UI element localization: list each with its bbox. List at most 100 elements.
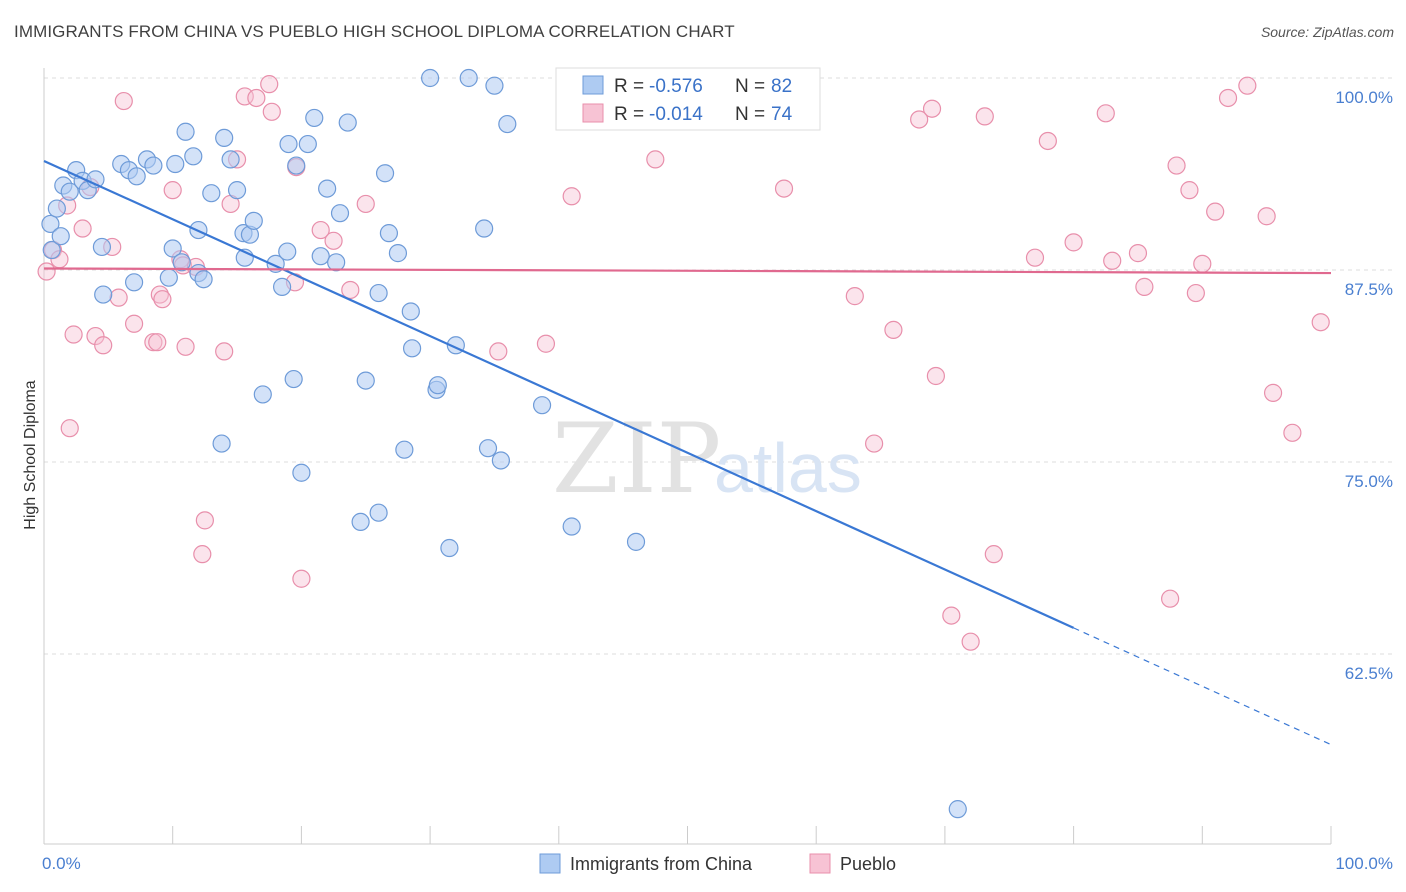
pueblo-point — [536, 334, 556, 353]
y-tick-label: 87.5% — [1345, 280, 1393, 299]
china-point — [311, 247, 330, 266]
china-point — [127, 167, 146, 186]
china-point — [284, 369, 303, 389]
legend-r-label-pueblo: R = — [614, 104, 644, 125]
pueblo-point — [292, 569, 311, 588]
pueblo-point — [910, 110, 929, 129]
china-point — [485, 76, 504, 95]
pueblo-point — [109, 288, 128, 307]
y-axis-label: High School Diploma — [22, 380, 39, 530]
pueblo-point — [1096, 104, 1115, 123]
pueblo-point — [1064, 233, 1083, 252]
pueblo-point — [163, 181, 182, 200]
pueblo-point — [64, 325, 83, 344]
pueblo-point — [73, 219, 92, 238]
pueblo-point — [1025, 248, 1045, 267]
pueblo-point — [1257, 207, 1276, 226]
pueblo-point — [235, 87, 254, 106]
pueblo-point — [1283, 423, 1302, 442]
china-point — [428, 376, 447, 395]
china-point — [330, 204, 350, 223]
pueblo-point — [1206, 202, 1225, 221]
pueblo-point — [1218, 88, 1238, 108]
pueblo-point — [1186, 283, 1205, 303]
y-tick-label: 62.5% — [1345, 664, 1393, 683]
legend-r-value-pueblo: -0.014 — [649, 104, 703, 125]
pueblo-point — [926, 366, 945, 386]
pueblo-point — [1161, 589, 1180, 608]
china-point — [459, 68, 478, 88]
pueblo-point — [562, 187, 581, 206]
china-point — [369, 283, 388, 303]
pueblo-point — [260, 75, 279, 94]
pueblo-point — [646, 150, 665, 169]
china-point — [51, 227, 70, 246]
china-point — [491, 451, 510, 470]
china-point — [47, 199, 66, 218]
china-point — [292, 463, 311, 482]
china-point — [212, 434, 231, 453]
pueblo-point — [774, 179, 794, 198]
china-point — [279, 134, 298, 154]
china-point — [184, 147, 203, 166]
china-point — [202, 184, 221, 203]
x-tick-label-max: 100.0% — [1335, 854, 1393, 873]
pueblo-point — [341, 280, 360, 300]
bottom-legend-label-pueblo: Pueblo — [840, 854, 896, 874]
pueblo-point — [193, 545, 212, 564]
china-point — [92, 237, 112, 257]
legend-swatch-pueblo — [582, 103, 604, 123]
china-trend-extension — [1073, 627, 1332, 746]
bottom-legend-swatch-pueblo — [809, 853, 831, 874]
pueblo-trend-line — [43, 267, 1332, 275]
x-tick-label-min: 0.0% — [42, 854, 81, 873]
chart-title: IMMIGRANTS FROM CHINA VS PUEBLO HIGH SCH… — [14, 22, 735, 41]
pueblo-point — [153, 290, 172, 309]
pueblo-point — [356, 194, 375, 214]
china-point — [94, 285, 113, 304]
pueblo-point — [884, 320, 903, 340]
china-point — [318, 179, 337, 198]
china-point — [338, 113, 357, 132]
china-point — [172, 253, 191, 272]
grid-lines — [44, 77, 1392, 655]
pueblo-point — [1135, 277, 1154, 296]
pueblo-point — [37, 262, 56, 281]
pueblo-point — [922, 99, 942, 118]
pueblo-point — [1167, 156, 1186, 175]
china-point — [375, 164, 395, 183]
pueblo-point — [86, 326, 105, 346]
trend-lines — [43, 159, 1332, 746]
legend-n-label-pueblo: N = — [735, 104, 765, 125]
china-point — [41, 214, 60, 234]
china-point — [351, 512, 370, 532]
china-point — [278, 242, 297, 261]
china-point — [42, 240, 61, 260]
pueblo-point — [865, 434, 884, 453]
pueblo-point — [124, 314, 144, 333]
pueblo-point — [262, 102, 281, 121]
china-point — [369, 503, 388, 522]
y-tick-label: 100.0% — [1335, 88, 1393, 107]
china-point — [356, 371, 375, 390]
source-label: Source: ZipAtlas.com — [1260, 24, 1394, 40]
china-point — [215, 128, 234, 148]
pueblo-point — [247, 88, 266, 108]
y-tick-label: 75.0% — [1345, 472, 1393, 491]
pueblo-point — [195, 511, 214, 530]
pueblo-point — [148, 333, 167, 352]
pueblo-point — [114, 91, 133, 111]
china-point — [144, 156, 163, 175]
legend-n-label-china: N = — [735, 76, 765, 97]
pueblo-point — [984, 545, 1003, 564]
watermark-atlas: atlas — [714, 429, 862, 507]
china-series — [41, 68, 967, 819]
china-point — [244, 211, 263, 230]
legend-n-value-pueblo: 74 — [771, 104, 793, 125]
china-point — [176, 122, 195, 141]
china-point — [298, 134, 317, 154]
china-point — [272, 277, 292, 296]
y-tick-labels: 100.0% 87.5% 75.0% 62.5% — [1335, 88, 1393, 683]
china-point — [159, 268, 178, 287]
china-point — [948, 800, 967, 819]
